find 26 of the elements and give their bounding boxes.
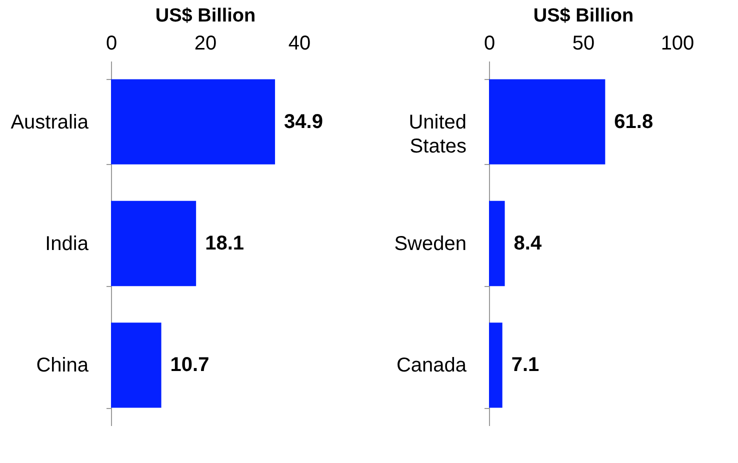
y-tick-label: India xyxy=(45,233,90,255)
x-tick-label: 50 xyxy=(572,32,595,54)
bar xyxy=(489,200,505,286)
bar xyxy=(111,322,162,408)
x-tick-label: 100 xyxy=(660,32,694,54)
bar xyxy=(489,79,606,164)
x-axis-title: US$ Billion xyxy=(155,6,256,26)
y-tick-label: United States xyxy=(408,111,466,158)
y-tick-label: Sweden xyxy=(394,233,466,255)
x-tick-label: 0 xyxy=(106,32,118,54)
data-label: 34.9 xyxy=(284,110,323,133)
y-tick-label: Canada xyxy=(396,354,468,377)
y-tick-label: Australia xyxy=(10,111,90,134)
x-tick-label: 40 xyxy=(288,32,311,54)
x-tick-label: 20 xyxy=(194,32,217,54)
x-axis-title: US$ Billion xyxy=(533,6,634,26)
data-label: 10.7 xyxy=(170,354,210,376)
data-label: 61.8 xyxy=(614,110,654,133)
bar xyxy=(111,79,276,164)
y-tick-label: China xyxy=(36,354,90,377)
bar xyxy=(489,322,502,408)
data-label: 8.4 xyxy=(514,232,542,254)
data-label: 7.1 xyxy=(511,354,540,376)
bar xyxy=(111,200,196,286)
x-tick-label: 0 xyxy=(484,32,496,54)
data-label: 18.1 xyxy=(205,232,244,254)
